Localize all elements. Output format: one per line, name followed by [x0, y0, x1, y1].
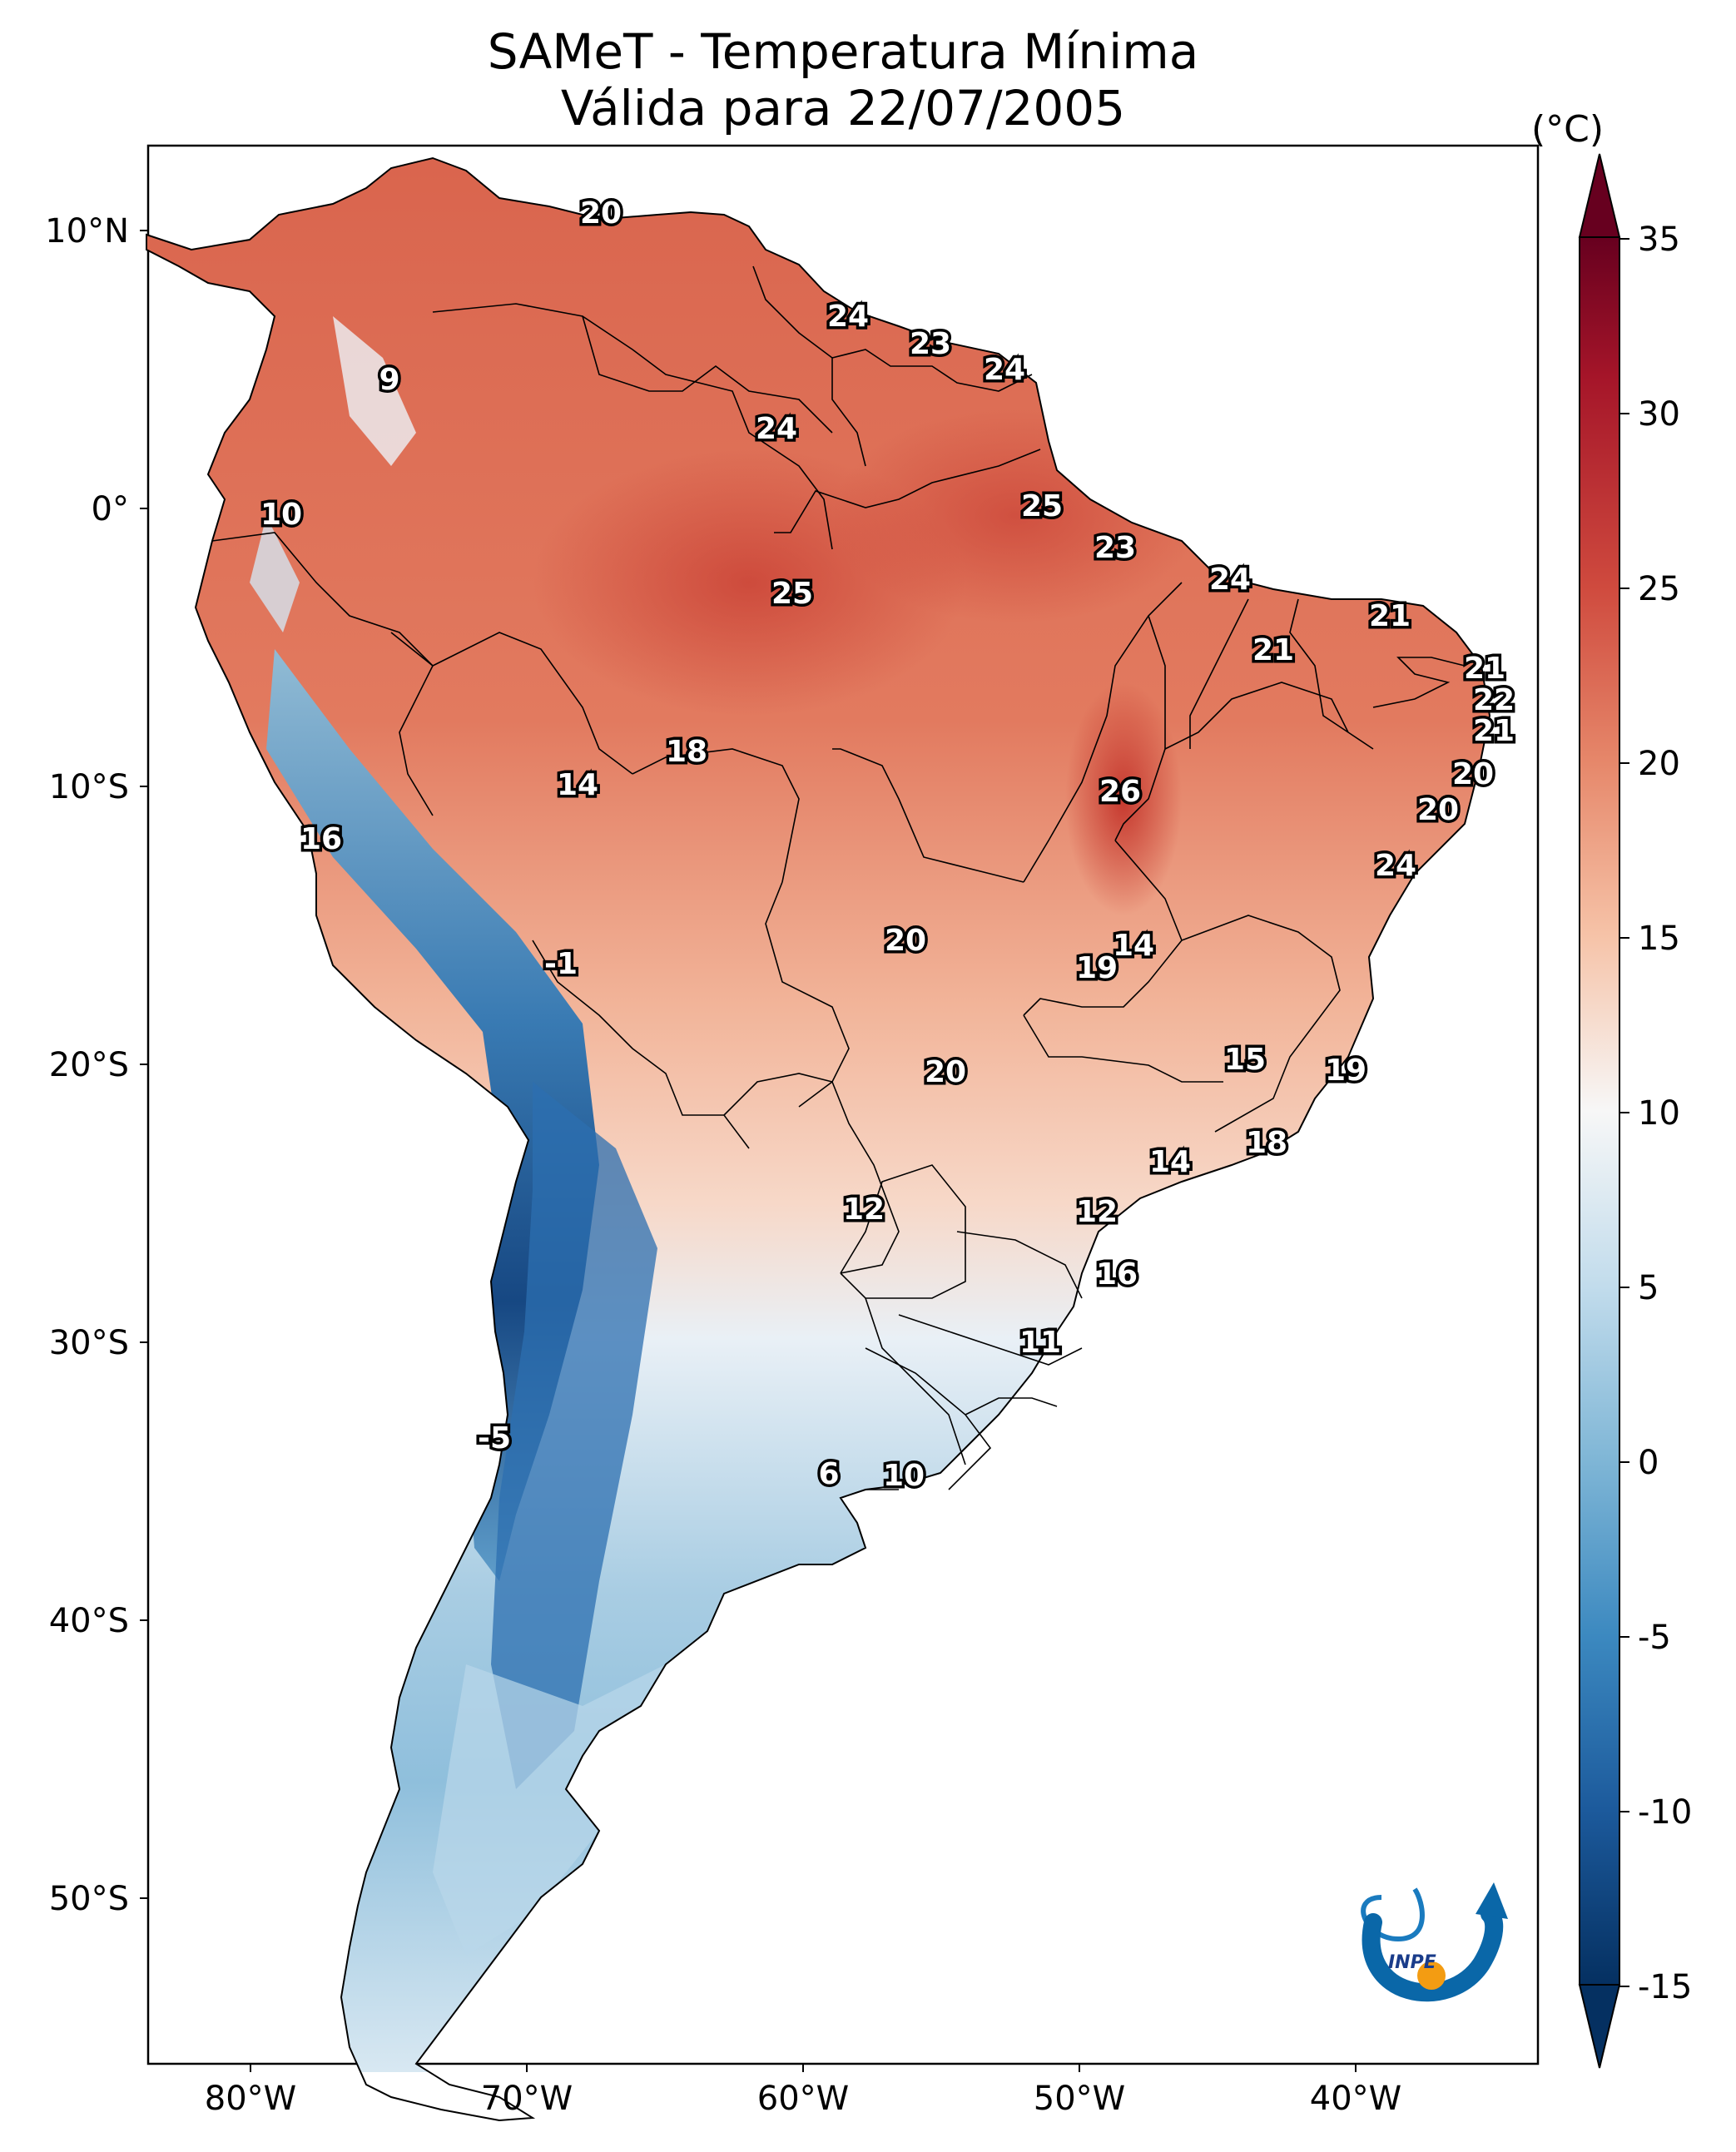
station-value: 21 [1464, 652, 1505, 686]
logo-swirl-icon [1361, 1887, 1425, 1942]
station-value: 20 [580, 196, 622, 231]
colorbar-tick: 20 [1638, 745, 1680, 783]
logo-arrow-icon [1476, 1882, 1508, 1919]
station-value: 20 [925, 1055, 966, 1089]
station-value: 24 [756, 412, 797, 446]
station-value: 15 [1224, 1043, 1266, 1077]
colorbar-tick: -15 [1638, 1968, 1692, 2006]
colorbar-tick: 15 [1638, 920, 1680, 958]
lon-tick-label: 80°W [205, 2080, 296, 2118]
station-value: 12 [843, 1193, 885, 1227]
station-value: 19 [1076, 951, 1118, 985]
station-value: 25 [1021, 489, 1063, 523]
colorbar-gradient [1579, 236, 1620, 1986]
colorbar-tick: -5 [1638, 1619, 1671, 1657]
logo-arc-icon [1362, 1905, 1504, 2002]
station-value: 24 [1209, 563, 1251, 597]
station-value: -1 [544, 947, 578, 981]
station-value: 10 [883, 1459, 925, 1493]
lat-tick-label: 10°N [45, 212, 129, 250]
inpe-logo: INPE [1361, 1882, 1508, 2002]
map-title: SAMeT - Temperatura Mínima Válida para 2… [148, 23, 1538, 136]
station-value: 10 [260, 498, 302, 532]
title-line-1: SAMeT - Temperatura Mínima [487, 23, 1199, 80]
lat-tick-label: 10°S [49, 768, 129, 806]
title-line-2: Válida para 22/07/2005 [560, 80, 1126, 136]
station-labels: 20 24 23 24 9 24 10 25 23 24 25 21 21 21… [257, 194, 1517, 1496]
colorbar-tick: 0 [1638, 1444, 1659, 1482]
colorbar-tick: 5 [1638, 1269, 1659, 1307]
latitude-axis: 10°N 0° 10°S 20°S 30°S 40°S 50°S [45, 212, 148, 1918]
logo-text: INPE [1388, 1952, 1436, 1973]
station-value: 14 [557, 768, 598, 802]
station-value: 24 [984, 353, 1025, 387]
station-value: 16 [300, 822, 342, 856]
colorbar-min-arrow [1578, 1984, 1621, 2069]
station-value: -5 [478, 1421, 511, 1455]
station-value: 26 [1099, 775, 1141, 809]
country-borders [211, 265, 1466, 1499]
lon-tick-label: 60°W [757, 2080, 849, 2118]
station-value: 20 [1452, 757, 1494, 791]
station-value: 18 [1246, 1126, 1287, 1160]
station-value: 12 [1076, 1195, 1118, 1229]
station-value: 11 [1019, 1326, 1061, 1360]
longitude-axis: 80°W 70°W 60°W 50°W 40°W [205, 2064, 1401, 2118]
colorbar-max-arrow [1578, 153, 1621, 238]
station-value: 18 [666, 735, 707, 769]
colorbar: 35 30 25 20 15 10 5 0 -5 -10 -15 [1578, 153, 1692, 2069]
station-value: 6 [818, 1457, 839, 1491]
station-value: 24 [827, 300, 869, 334]
station-value: 14 [1113, 929, 1154, 963]
colorbar-tick: 30 [1638, 395, 1680, 434]
station-value: 9 [379, 363, 399, 397]
lat-tick-label: 0° [92, 490, 129, 528]
lon-tick-label: 50°W [1034, 2080, 1125, 2118]
station-value: 20 [885, 924, 926, 958]
lon-tick-label: 40°W [1310, 2080, 1401, 2118]
station-value: 22 [1473, 683, 1515, 717]
lat-tick-label: 20°S [49, 1046, 129, 1084]
lon-tick-label: 70°W [481, 2080, 573, 2118]
station-value: 25 [771, 577, 813, 611]
lat-tick-label: 30°S [49, 1324, 129, 1362]
colorbar-tick: -10 [1638, 1793, 1692, 1832]
colorbar-tick: 25 [1638, 570, 1680, 608]
station-value: 23 [910, 327, 951, 361]
station-value: 21 [1369, 599, 1411, 633]
logo-sun-icon [1417, 1961, 1446, 1990]
colorbar-tick: 10 [1638, 1094, 1680, 1133]
station-value: 21 [1252, 633, 1294, 667]
colorbar-tick: 35 [1638, 221, 1680, 259]
lat-tick-label: 50°S [49, 1880, 129, 1918]
station-value: 16 [1096, 1257, 1138, 1292]
station-value: 19 [1325, 1054, 1366, 1088]
station-value: 20 [1417, 793, 1459, 827]
station-value: 14 [1149, 1145, 1191, 1179]
station-value: 24 [1375, 849, 1416, 883]
station-value: 21 [1473, 714, 1515, 748]
lat-tick-label: 40°S [49, 1602, 129, 1640]
colorbar-unit: (°C) [1531, 108, 1605, 151]
station-value: 23 [1094, 531, 1136, 565]
